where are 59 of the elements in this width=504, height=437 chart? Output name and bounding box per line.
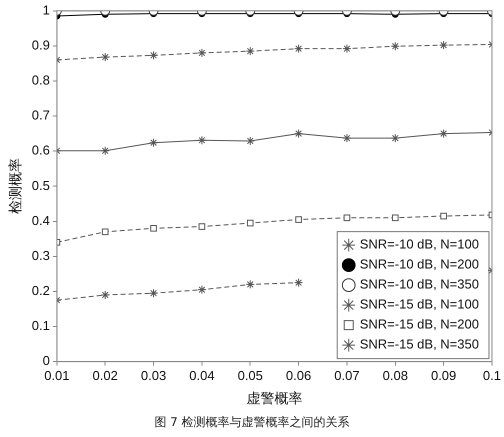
y-tick-label: 0.5: [32, 178, 50, 193]
point: [102, 228, 109, 236]
x-axis-title: 虚警概率: [246, 391, 302, 408]
x-tick-label: 0.09: [430, 368, 456, 383]
point: [390, 42, 400, 51]
point: [246, 46, 255, 56]
y-tick-label: 0: [42, 353, 50, 368]
y-tick-label: 0.6: [32, 142, 50, 158]
caption: 图 7 检测概率与虚警概率之间的关系: [153, 414, 351, 431]
point: [100, 146, 110, 156]
x-tick-label: 0.06: [286, 368, 312, 383]
point: [197, 136, 206, 145]
point: [197, 285, 206, 294]
point: [100, 52, 110, 62]
y-axis-title: 检测概率: [8, 158, 24, 214]
point: [439, 129, 448, 138]
y-tick-label: 1: [42, 2, 50, 18]
y-tick-label: 0.3: [32, 248, 50, 263]
legend-label: SNR=-15 dB, N=350: [360, 336, 479, 352]
point: [439, 40, 448, 50]
point: [100, 290, 110, 300]
legend-label: SNR=-10 dB, N=200: [360, 256, 479, 272]
point: [246, 136, 255, 146]
x-tick-label: 0.05: [238, 368, 263, 383]
x-tick-label: 0.04: [189, 368, 215, 383]
y-tick-label: 0.1: [32, 318, 50, 334]
y-tick-label: 0.4: [32, 212, 50, 228]
point: [390, 134, 400, 143]
point: [342, 134, 352, 143]
point: [295, 216, 302, 223]
point: [198, 223, 206, 230]
legend-label: SNR=-10 dB, N=100: [360, 236, 479, 252]
point: [440, 212, 447, 220]
x-tick-label: 0.01: [44, 368, 70, 383]
y-tick-label: 0.8: [32, 72, 50, 88]
legend-label: SNR=-15 dB, N=100: [360, 296, 479, 312]
point: [149, 288, 158, 298]
legend-label: SNR=-10 dB, N=350: [360, 276, 479, 292]
x-tick-label: 0.02: [92, 368, 118, 383]
y-tick-label: 0.9: [32, 37, 50, 52]
point: [392, 214, 399, 222]
legend-label: SNR=-15 dB, N=200: [360, 316, 479, 332]
y-tick-label: 0.7: [32, 108, 50, 123]
point: [342, 44, 352, 54]
point: [197, 48, 206, 58]
x-tick-label: 0.03: [140, 368, 166, 383]
x-tick-label: 0.08: [382, 368, 408, 383]
point: [294, 278, 304, 288]
y-tick-label: 0.2: [32, 283, 50, 298]
point: [150, 224, 157, 232]
point: [246, 220, 254, 226]
point: [246, 280, 255, 289]
point: [149, 50, 158, 60]
x-tick-label: 0.1: [482, 368, 502, 383]
point: [344, 214, 350, 222]
point: [294, 129, 304, 138]
point: [294, 44, 304, 54]
point: [149, 138, 158, 148]
x-tick-label: 0.07: [334, 368, 360, 383]
